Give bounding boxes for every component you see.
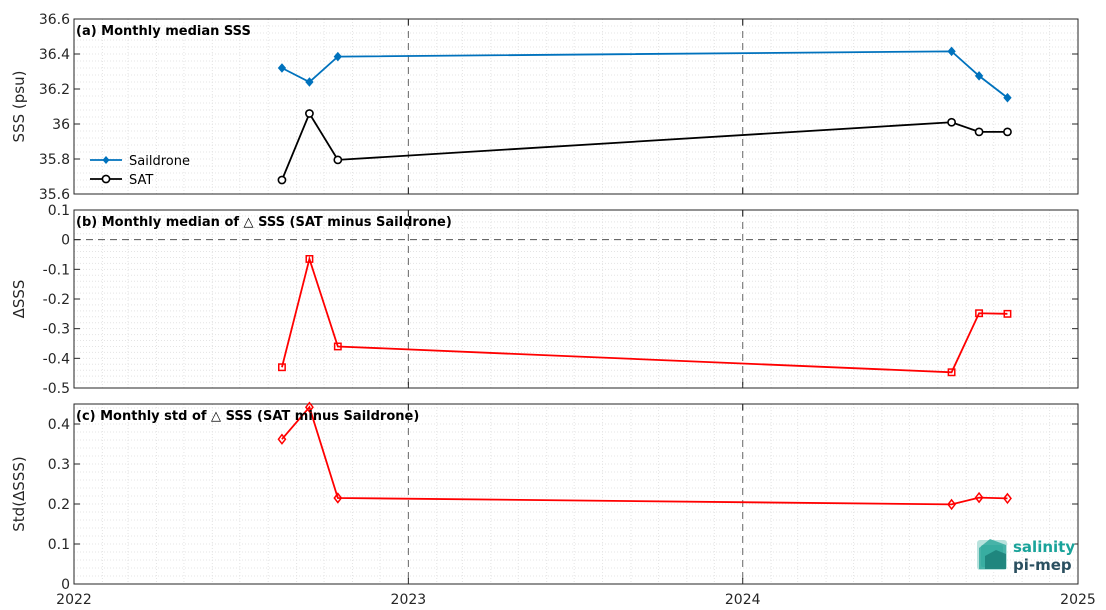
legend-label: SAT [129, 173, 153, 188]
panel-title: (c) Monthly std of △ SSS (SAT minus Sail… [76, 409, 419, 424]
y-tick-label: 36 [52, 117, 70, 133]
axes-frame [73, 18, 1079, 195]
salinity-pi-mep-logo: salinity pi-mep [977, 538, 1075, 574]
data-point [974, 127, 984, 137]
data-point [277, 363, 286, 372]
data-point [305, 109, 314, 118]
data-point [1003, 492, 1012, 505]
data-point [947, 117, 956, 127]
series-line-0 [281, 255, 1008, 374]
series-line-0 [281, 50, 1009, 99]
data-point [1003, 309, 1012, 318]
logo-mark-icon [977, 539, 1007, 570]
data-point [305, 77, 314, 87]
y-tick-label: 0.4 [48, 417, 70, 433]
data-point [1003, 127, 1012, 137]
data-point [333, 492, 343, 504]
x-tick-label: 2023 [391, 592, 427, 608]
data-point [333, 155, 343, 165]
panel-b: -0.5 -0.4 -0.3 -0.2 -0.1 0 0.1 ΔSSS (b) Monthly … [10, 203, 1079, 397]
panel-c: 0 0.1 0.2 0.3 0.4 Std(ΔSSS) (c) Monthly std of… [10, 401, 1079, 593]
data-point [333, 51, 342, 62]
data-point [1003, 92, 1012, 103]
y-tick-label: 35.8 [39, 152, 70, 168]
y-tick-label: 0.1 [48, 203, 70, 219]
logo-text-line2: pi-mep [1013, 556, 1072, 574]
y-tick-label: 0.3 [48, 457, 70, 473]
data-point [974, 491, 984, 504]
y-tick-label: 0.2 [48, 497, 70, 513]
legend: Saildrone SAT [90, 154, 190, 188]
panel-title: (b) Monthly median of △ SSS (SAT minus S… [76, 215, 452, 230]
x-tick-label: 2022 [56, 592, 92, 608]
y-tick-label: 36.2 [39, 82, 70, 98]
x-tick-label: 2025 [1060, 592, 1096, 608]
series-line-1 [281, 111, 1008, 181]
data-point [974, 71, 984, 81]
panels-layer: 35.6 35.8 36 36.2 36.4 36.6 SSS (psu) (a) Month… [10, 12, 1079, 593]
data-point [277, 175, 287, 185]
panel-title: (a) Monthly median SSS [76, 24, 251, 39]
data-point [975, 309, 984, 318]
y-tick-label: 36.6 [39, 12, 70, 28]
y-tick-label: 35.6 [39, 187, 70, 203]
y-tick-label: 0 [61, 577, 70, 593]
data-point [947, 46, 956, 57]
y-tick-label: -0.5 [43, 381, 70, 397]
y-tick-label: -0.4 [43, 351, 70, 367]
y-tick-label: -0.3 [43, 322, 70, 338]
data-point [304, 401, 314, 413]
data-point [277, 63, 287, 73]
legend-label: Saildrone [129, 154, 190, 169]
x-tick-labels: 2022 2023 2024 2025 [56, 592, 1096, 608]
data-point [947, 368, 956, 377]
legend-marker [102, 156, 110, 164]
data-point [277, 433, 287, 445]
y-axis-label: ΔSSS [10, 280, 28, 319]
y-axis-label: SSS (psu) [10, 71, 28, 143]
axes-frame [73, 403, 1079, 585]
data-point [947, 498, 957, 511]
y-axis-label: Std(ΔSSS) [10, 456, 28, 531]
data-point [333, 342, 342, 351]
x-tick-label: 2024 [725, 592, 761, 608]
y-tick-label: 0.1 [48, 537, 70, 553]
y-tick-label: 0 [61, 233, 70, 249]
data-point [305, 255, 314, 263]
logo-text-line1: salinity [1013, 538, 1075, 556]
panel-a: 35.6 35.8 36 36.2 36.4 36.6 SSS (psu) (a) Month… [10, 12, 1079, 203]
y-tick-label: -0.1 [43, 262, 70, 278]
y-tick-label: -0.2 [43, 292, 70, 308]
y-tick-label: 36.4 [39, 47, 70, 63]
legend-marker [101, 174, 111, 184]
series-line-0 [281, 405, 1008, 506]
